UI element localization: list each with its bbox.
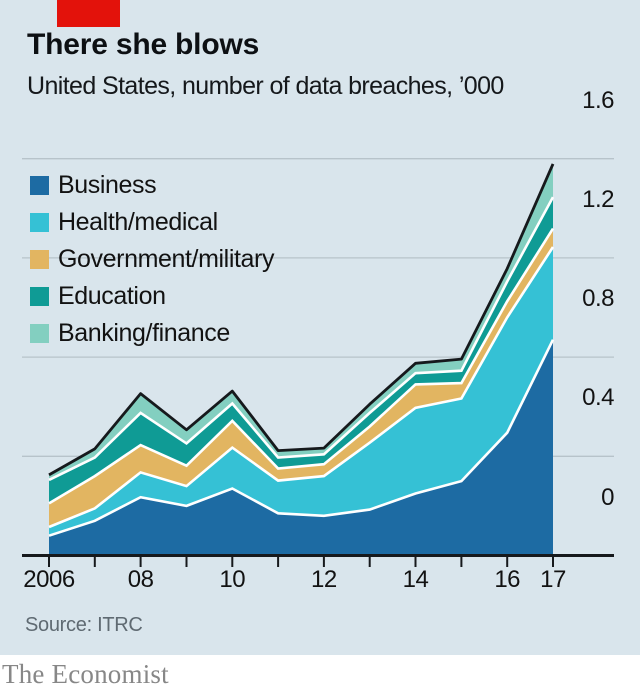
source-note: Source: ITRC bbox=[25, 614, 143, 636]
x-axis-label: 17 bbox=[540, 566, 566, 593]
y-axis-label: 0.4 bbox=[582, 384, 614, 412]
page-title: There she blows bbox=[27, 28, 260, 61]
y-axis-label: 0.8 bbox=[582, 285, 614, 313]
legend-swatch-education bbox=[30, 286, 49, 306]
legend-swatch-banking-finance bbox=[30, 323, 49, 343]
economist-brand: The Economist bbox=[2, 659, 169, 689]
x-axis-label: 12 bbox=[311, 566, 337, 593]
x-axis-label: 2006 bbox=[23, 566, 75, 593]
brand-red-tab bbox=[57, 0, 120, 27]
legend-item-business: Business bbox=[30, 171, 274, 199]
legend-label: Education bbox=[58, 281, 166, 310]
y-axis-label: 1.2 bbox=[582, 185, 614, 213]
legend-label: Health/medical bbox=[58, 207, 218, 236]
legend-item-health-medical: Health/medical bbox=[30, 208, 274, 236]
chart-card: There she blows United States, number of… bbox=[0, 0, 640, 655]
chart-subtitle: United States, number of data breaches, … bbox=[27, 72, 504, 100]
legend-item-banking-finance: Banking/finance bbox=[30, 319, 274, 347]
y-axis-label: 1.6 bbox=[582, 86, 614, 114]
chart-legend: Business Health/medical Government/milit… bbox=[30, 171, 274, 356]
legend-swatch-government-military bbox=[30, 249, 49, 269]
legend-swatch-health-medical bbox=[30, 212, 49, 232]
y-axis-label: 0 bbox=[601, 483, 614, 511]
x-axis-label: 08 bbox=[127, 566, 154, 593]
x-axis-label: 16 bbox=[494, 566, 521, 593]
x-axis-label: 10 bbox=[219, 566, 246, 593]
legend-label: Banking/finance bbox=[58, 318, 230, 347]
legend-item-government-military: Government/military bbox=[30, 245, 274, 273]
x-axis-label: 14 bbox=[402, 566, 429, 593]
legend-item-education: Education bbox=[30, 282, 274, 310]
legend-label: Government/military bbox=[58, 244, 275, 273]
legend-label: Business bbox=[58, 170, 157, 199]
legend-swatch-business bbox=[30, 175, 49, 195]
